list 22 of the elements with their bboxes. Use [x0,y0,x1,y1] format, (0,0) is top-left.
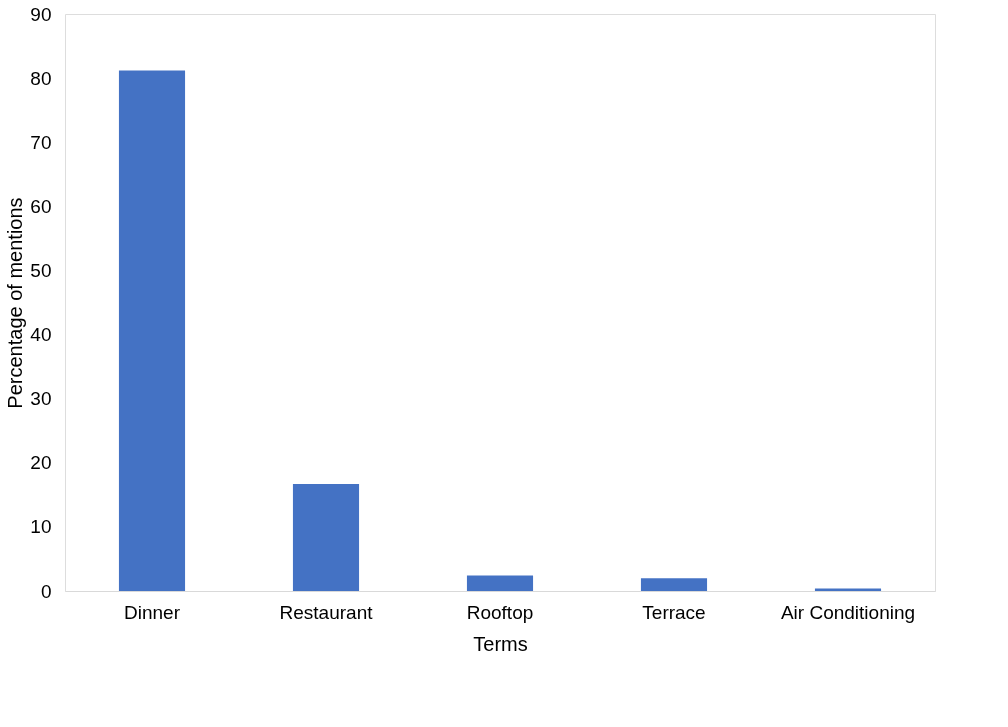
bar [640,578,708,591]
y-axis-title: Percentage of mentions [4,197,27,409]
x-tick-label: Air Conditioning [780,601,916,623]
bar [292,483,360,591]
y-tick-label: 90 [30,3,52,25]
bar [118,70,186,591]
x-tick-label: Terrace [642,601,706,623]
x-axis-title: Terms [473,632,528,655]
y-tick-label: 30 [30,388,52,410]
y-tick-label: 60 [30,195,52,217]
bar [466,575,534,591]
y-tick-label: 80 [30,67,52,89]
y-tick-label: 0 [40,580,52,602]
bar [814,588,882,591]
y-tick-label: 10 [30,516,52,538]
x-tick-label: Dinner [124,601,181,623]
y-tick-label: 50 [30,259,52,281]
y-tick-label: 70 [30,131,52,153]
y-tick-label: 40 [30,324,52,346]
x-tick-label: Rooftop [466,601,534,623]
x-tick-label: Restaurant [279,601,374,623]
y-tick-label: 20 [30,452,52,474]
